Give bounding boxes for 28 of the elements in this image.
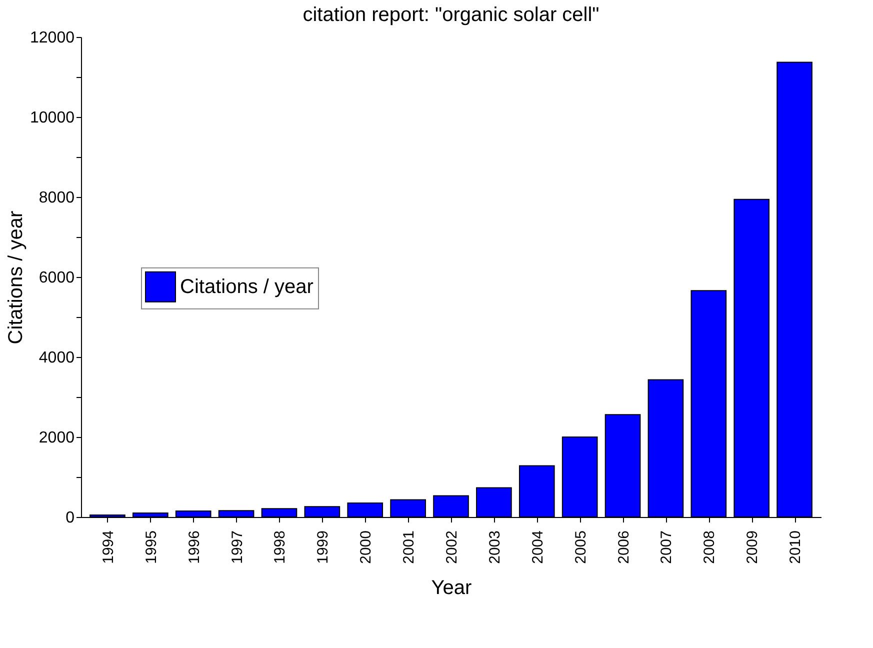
y-tick-label: 8000	[38, 190, 75, 206]
x-axis-title: Year	[431, 576, 472, 599]
y-tick-label: 12000	[30, 30, 75, 46]
y-tick-label: 10000	[30, 110, 75, 126]
y-tick-label: 2000	[38, 430, 75, 446]
x-tick-label: 2006	[615, 530, 632, 564]
x-tick-label: 2009	[744, 530, 762, 564]
x-tick-label: 2000	[358, 530, 375, 564]
y-axis-title: Citations / year	[5, 210, 28, 344]
x-tick-label: 2007	[658, 530, 676, 564]
y-tick-label: 6000	[38, 270, 75, 286]
x-tick-label: 1994	[100, 530, 117, 564]
chart-title: citation report: "organic solar cell"	[302, 4, 600, 26]
x-tick-label: 1997	[228, 530, 246, 564]
x-tick-label: 2003	[486, 530, 504, 564]
x-tick-label: 2010	[787, 530, 804, 564]
y-tick-label: 4000	[38, 350, 75, 366]
legend-label: Citations / year	[180, 276, 314, 298]
x-tick-label: 2001	[400, 530, 418, 564]
x-tick-label: 2008	[701, 530, 718, 564]
x-tick-label: 2005	[572, 530, 590, 564]
x-tick-label: 1995	[142, 530, 160, 564]
x-tick-label: 1996	[186, 530, 203, 564]
x-tick-label: 2002	[444, 530, 460, 564]
y-tick-label: 0	[66, 510, 75, 526]
x-tick-label: 2004	[529, 530, 546, 564]
x-tick-label: 1998	[272, 530, 289, 564]
x-tick-label: 1999	[314, 530, 332, 564]
